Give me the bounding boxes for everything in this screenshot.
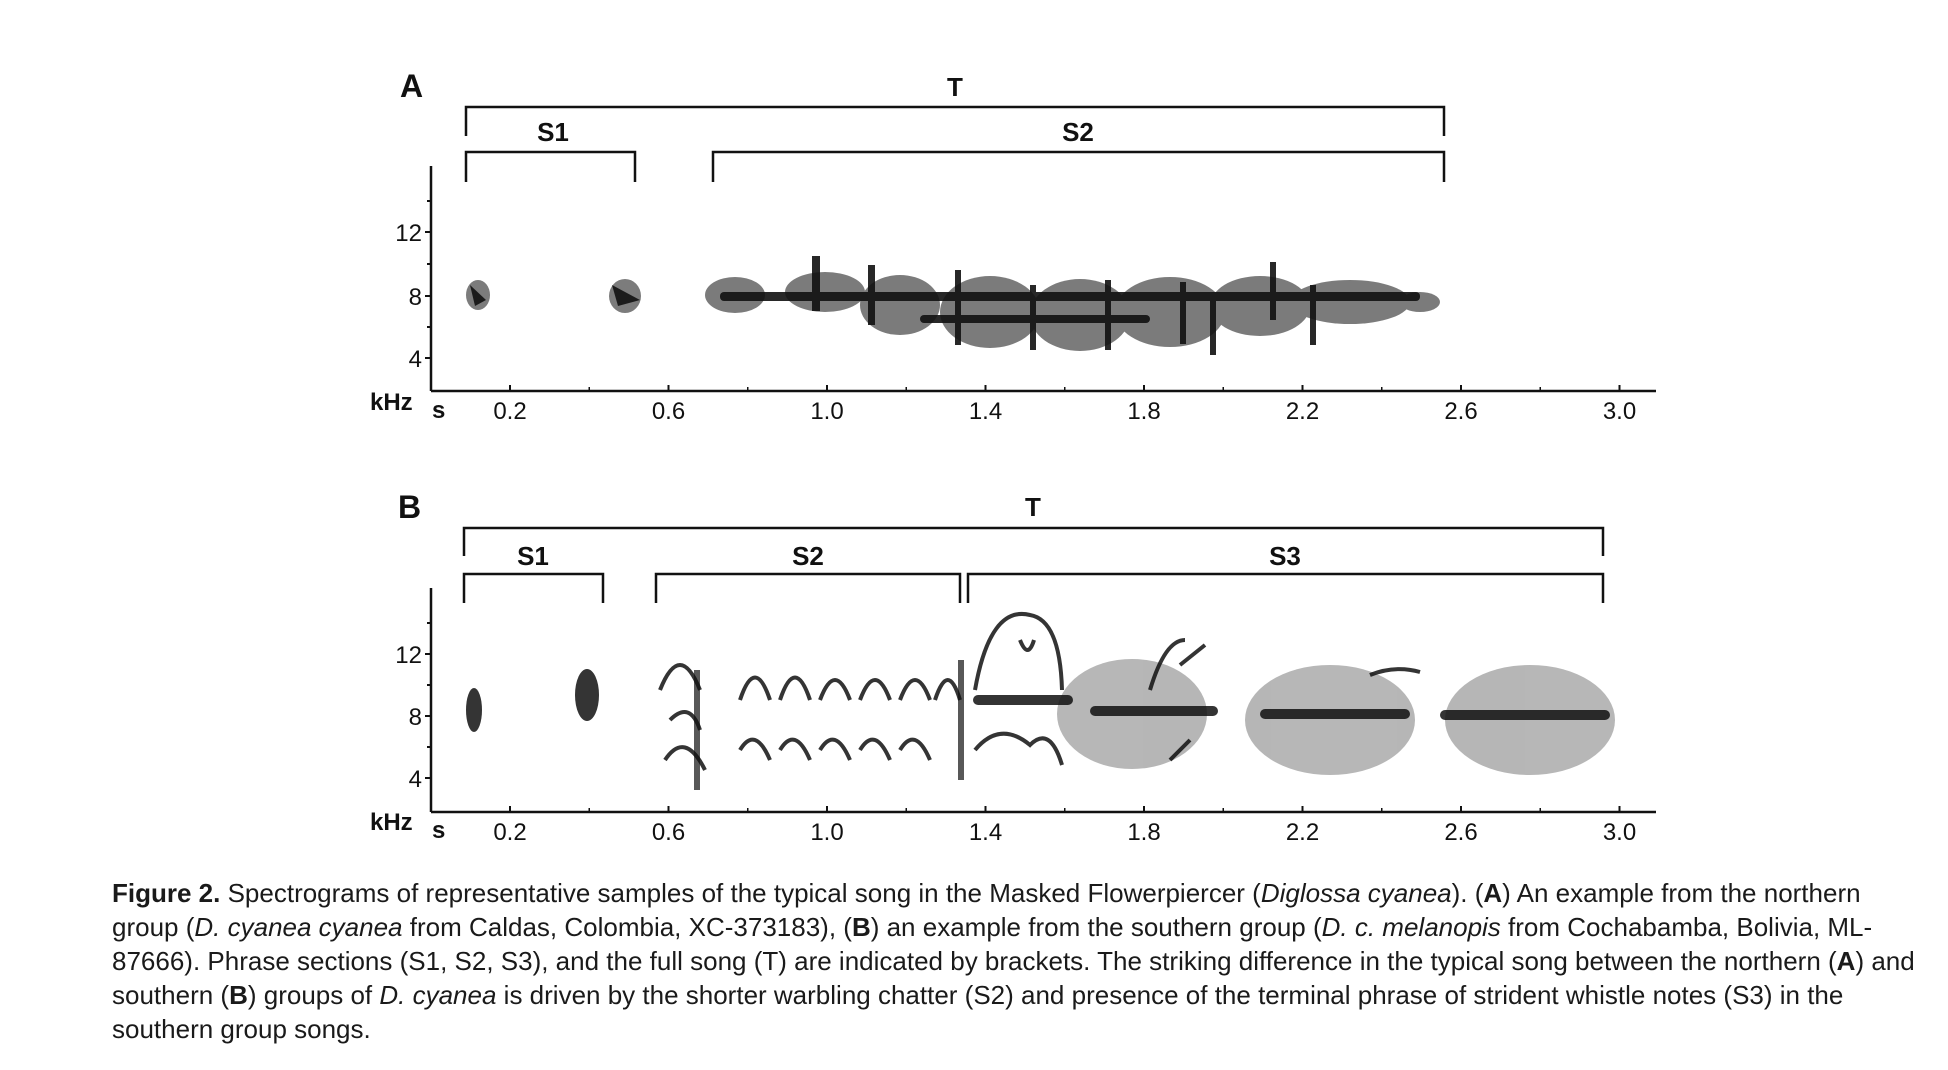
x-tick-label: 2.6 (1444, 819, 1477, 846)
panel-b-spectrogram (466, 611, 1615, 790)
bracket-b-s1-label: S1 (517, 541, 549, 571)
panel-a-x-ticks: 0.2 0.6 1.0 1.4 1.8 2.2 2.6 3.0 (493, 385, 1636, 425)
panel-b-letter: B (398, 489, 421, 525)
bracket-b-s3-label: S3 (1269, 541, 1301, 571)
x-tick-label: 1.8 (1127, 398, 1160, 425)
panel-b-brackets (462, 526, 1605, 603)
panel-b-ytick-12: 12 (395, 642, 422, 669)
panel-b-x-ticks: 0.2 0.6 1.0 1.4 1.8 2.2 2.6 3.0 (493, 806, 1636, 846)
x-tick-label: 0.2 (493, 819, 526, 846)
x-tick-label: 0.2 (493, 398, 526, 425)
panel-a-y-ticks (425, 200, 431, 359)
x-tick-label: 1.4 (969, 398, 1002, 425)
bracket-a-s2-label: S2 (1062, 117, 1094, 147)
bracket-a-s1 (464, 150, 637, 182)
bracket-a-t-label: T (947, 72, 963, 102)
x-tick-label: 2.2 (1286, 398, 1319, 425)
x-tick-label: 1.0 (810, 819, 843, 846)
x-tick-label: 0.6 (652, 398, 685, 425)
x-tick-label: 2.2 (1286, 819, 1319, 846)
bracket-b-s2 (654, 572, 962, 603)
bracket-b-t-label: T (1025, 492, 1041, 522)
panel-a: A T S1 S2 12 8 4 kHz s 0.2 0.6 1.0 1.4 1.8 2.… (370, 68, 1656, 425)
x-tick-label: 3.0 (1603, 819, 1636, 846)
x-tick-label: 1.8 (1127, 819, 1160, 846)
panel-a-x-unit: s (432, 397, 445, 424)
panel-b-ytick-8: 8 (409, 704, 422, 731)
panel-a-brackets (464, 105, 1446, 182)
x-tick-label: 2.6 (1444, 398, 1477, 425)
figure-label: Figure 2. (112, 878, 221, 908)
panel-a-letter: A (400, 68, 423, 104)
figure-caption: Figure 2. Spectrograms of representative… (112, 878, 1915, 1044)
panel-b-ytick-4: 4 (409, 766, 422, 793)
panel-a-ytick-12: 12 (395, 220, 422, 247)
bracket-b-s1 (462, 572, 605, 603)
bracket-b-t (462, 526, 1605, 556)
spectrogram-figure: A T S1 S2 12 8 4 kHz s 0.2 0.6 1.0 1.4 1.8 2.… (370, 68, 1656, 846)
bracket-a-t (464, 105, 1446, 136)
panel-a-axes (429, 166, 1656, 393)
panel-a-y-unit: kHz (370, 389, 413, 416)
bracket-a-s1-label: S1 (537, 117, 569, 147)
panel-b-axes (429, 588, 1656, 814)
bracket-a-s2 (711, 150, 1446, 182)
panel-a-ytick-8: 8 (409, 284, 422, 311)
bracket-b-s2-label: S2 (792, 541, 824, 571)
panel-b-y-unit: kHz (370, 809, 413, 836)
panel-b-x-unit: s (432, 817, 445, 844)
panel-b: B T S1 S2 S3 12 8 4 kHz s 0.2 0.6 1.0 1.4 1.… (370, 489, 1656, 846)
panel-a-ytick-4: 4 (409, 346, 422, 373)
x-tick-label: 3.0 (1603, 398, 1636, 425)
species-name: Diglossa cyanea (1260, 878, 1452, 908)
panel-a-spectrogram (466, 256, 1440, 355)
x-tick-label: 1.4 (969, 819, 1002, 846)
x-tick-label: 0.6 (652, 819, 685, 846)
bracket-b-s3 (966, 572, 1605, 603)
x-tick-label: 1.0 (810, 398, 843, 425)
panel-b-y-ticks (425, 622, 431, 779)
